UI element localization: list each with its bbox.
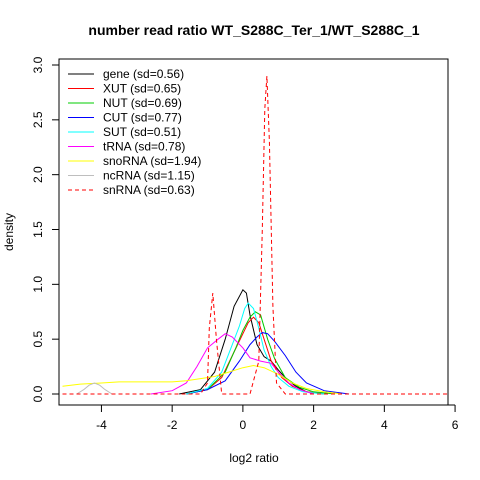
series-line-cut	[186, 332, 350, 395]
x-tick-label: 4	[381, 418, 388, 432]
legend-label-ncrna: ncRNA (sd=1.15)	[103, 169, 195, 183]
y-tick-label: 1.0	[31, 276, 45, 293]
series-line-xut	[186, 316, 325, 395]
legend-label-sut: SUT (sd=0.51)	[103, 125, 181, 139]
legend-label-cut: CUT (sd=0.77)	[103, 111, 182, 125]
series-line-ncrna	[76, 382, 113, 395]
y-tick-label: 3.0	[31, 56, 45, 73]
x-tick-label: 6	[452, 418, 459, 432]
legend-label-gene: gene (sd=0.56)	[103, 67, 184, 81]
y-tick-label: 0.5	[31, 331, 45, 348]
y-tick-label: 2.5	[31, 111, 45, 128]
x-tick-label: 2	[310, 418, 317, 432]
x-axis-label: log2 ratio	[229, 451, 279, 465]
legend-label-nut: NUT (sd=0.69)	[103, 96, 182, 110]
chart-title: number read ratio WT_S288C_Ter_1/WT_S288…	[88, 22, 419, 38]
x-axis: -4 -2 0 2 4 6	[96, 404, 459, 432]
legend-label-xut: XUT (sd=0.65)	[103, 82, 181, 96]
x-tick-label: 0	[240, 418, 247, 432]
series-line-trna	[150, 333, 314, 395]
x-tick-label: -4	[96, 418, 107, 432]
density-curves	[62, 75, 448, 395]
x-tick-label: -2	[167, 418, 178, 432]
series-line-snorna	[62, 364, 342, 395]
y-tick-label: 2.0	[31, 166, 45, 183]
legend-label-snorna: snoRNA (sd=1.94)	[103, 154, 201, 168]
series-line-nut	[186, 311, 335, 395]
series-line-snrna	[62, 75, 448, 395]
legend-label-snrna: snRNA (sd=0.63)	[103, 183, 195, 197]
y-tick-label: 1.5	[31, 221, 45, 238]
legend-label-trna: tRNA (sd=0.78)	[103, 140, 185, 154]
y-tick-label: 0.0	[31, 385, 45, 402]
y-axis-label: density	[2, 213, 16, 251]
series-line-sut	[186, 302, 325, 395]
y-axis: 0.0 0.5 1.0 1.5 2.0 2.5 3.0	[31, 56, 60, 402]
legend: gene (sd=0.56)XUT (sd=0.65)NUT (sd=0.69)…	[68, 67, 201, 197]
